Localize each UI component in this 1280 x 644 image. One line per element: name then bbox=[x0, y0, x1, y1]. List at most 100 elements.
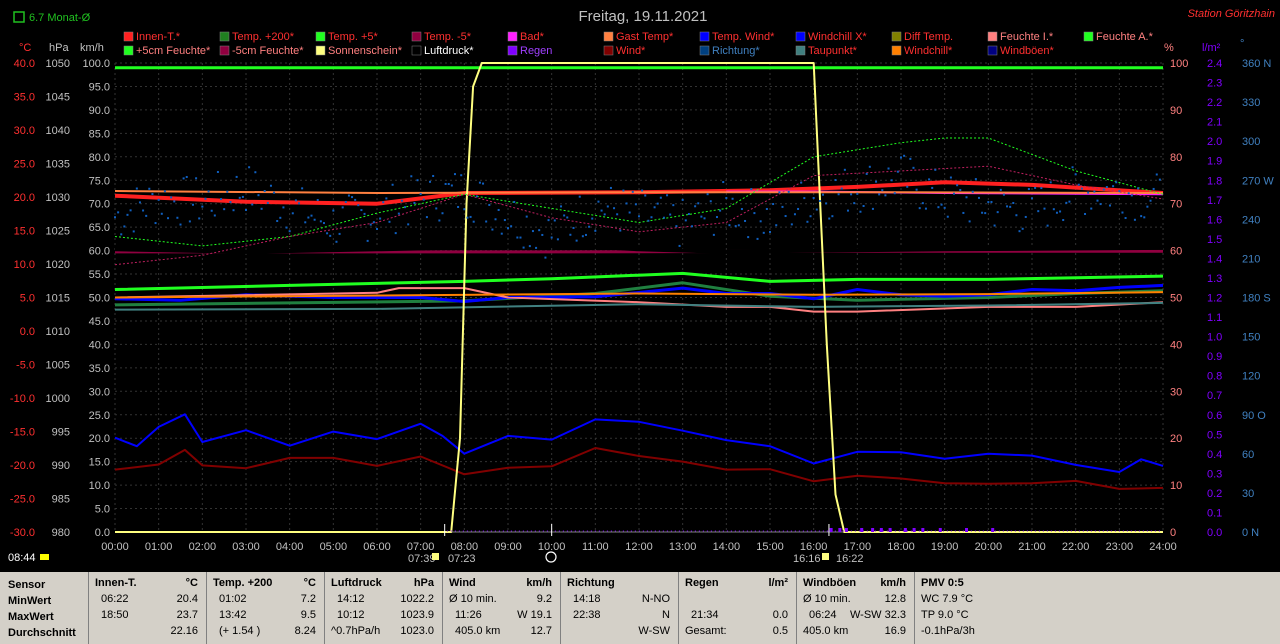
direction-point bbox=[407, 223, 410, 226]
direction-point bbox=[488, 203, 491, 206]
direction-point bbox=[1105, 186, 1108, 189]
direction-point bbox=[1087, 191, 1090, 194]
direction-point bbox=[123, 225, 126, 228]
legend-swatch bbox=[219, 45, 230, 56]
direction-point bbox=[1108, 204, 1111, 207]
legend-swatch bbox=[891, 45, 902, 56]
direction-point bbox=[1133, 218, 1136, 221]
direction-point bbox=[307, 216, 310, 219]
x-axis-tick: 11:00 bbox=[582, 541, 609, 553]
direction-point bbox=[793, 213, 796, 216]
direction-point bbox=[1102, 188, 1105, 191]
legend-label: Regen bbox=[520, 45, 552, 57]
direction-point bbox=[185, 175, 188, 178]
direction-point bbox=[1046, 224, 1049, 227]
direction-point bbox=[450, 184, 453, 187]
direction-point bbox=[1002, 193, 1005, 196]
rain-event-marker bbox=[838, 528, 842, 532]
direction-point bbox=[173, 200, 176, 203]
speed-axis-tick: 95.0 bbox=[89, 81, 110, 93]
stats-gusts-max-time: 06:24 bbox=[809, 609, 837, 621]
legend-item: Windböen* bbox=[987, 45, 1055, 57]
direction-point bbox=[195, 177, 198, 180]
direction-point bbox=[828, 217, 831, 220]
legend-label: Feuchte A.* bbox=[1096, 31, 1154, 43]
legend-swatch bbox=[795, 45, 806, 56]
direction-axis-tick: 120 bbox=[1242, 371, 1260, 383]
stats-col-pressure: Luftdruck hPa 14:12 1022.2 10:12 1023.9 … bbox=[324, 572, 442, 644]
speed-axis-tick: 60.0 bbox=[89, 246, 110, 258]
temp-axis-tick: -25.0 bbox=[10, 494, 35, 506]
direction-point bbox=[254, 171, 257, 174]
pressure-axis-tick: 1040 bbox=[46, 125, 70, 137]
legend-label: Gast Temp* bbox=[616, 31, 674, 43]
direction-point bbox=[915, 188, 918, 191]
rain-axis-tick: 1.1 bbox=[1207, 312, 1222, 324]
direction-point bbox=[706, 193, 709, 196]
rain-axis-tick: 2.2 bbox=[1207, 97, 1222, 109]
direction-point bbox=[1146, 205, 1149, 208]
direction-point bbox=[1140, 215, 1143, 218]
direction-point bbox=[672, 204, 675, 207]
direction-point bbox=[563, 214, 566, 217]
direction-point bbox=[1096, 199, 1099, 202]
direction-point bbox=[806, 220, 809, 223]
direction-point bbox=[818, 199, 821, 202]
direction-point bbox=[728, 224, 731, 227]
direction-point bbox=[750, 188, 753, 191]
unit-degree: ° bbox=[1240, 38, 1244, 50]
stats-gusts-max-val: W-SW 32.3 bbox=[849, 609, 906, 621]
stats-pressure-unit: hPa bbox=[413, 577, 434, 589]
direction-point bbox=[825, 202, 828, 205]
direction-point bbox=[981, 211, 984, 214]
direction-point bbox=[525, 215, 528, 218]
stats-label-avg: Durchschnitt bbox=[8, 627, 76, 639]
stats-temp200-max-val: 9.5 bbox=[300, 609, 316, 621]
direction-point bbox=[1124, 217, 1127, 220]
speed-axis-tick: 40.0 bbox=[89, 339, 110, 351]
direction-point bbox=[812, 196, 815, 199]
sunrise-end-time: 07:23 bbox=[448, 553, 476, 565]
stats-rain-unit: l/m² bbox=[768, 577, 788, 589]
direction-point bbox=[391, 183, 394, 186]
current-time-marker bbox=[545, 551, 557, 563]
speed-axis-tick: 45.0 bbox=[89, 316, 110, 328]
stats-temp200-min-time: 01:02 bbox=[219, 593, 247, 605]
direction-point bbox=[659, 196, 662, 199]
legend-label: Temp. +200* bbox=[232, 31, 295, 43]
rain-axis-tick: 1.8 bbox=[1207, 175, 1222, 187]
direction-point bbox=[510, 225, 513, 228]
direction-point bbox=[238, 196, 241, 199]
direction-point bbox=[379, 217, 382, 220]
direction-point bbox=[316, 199, 319, 202]
speed-axis-tick: 80.0 bbox=[89, 152, 110, 164]
direction-point bbox=[429, 180, 432, 183]
direction-point bbox=[931, 186, 934, 189]
speed-axis-tick: 30.0 bbox=[89, 386, 110, 398]
x-axis-tick: 16:00 bbox=[800, 541, 828, 553]
direction-point bbox=[971, 190, 974, 193]
direction-point bbox=[625, 202, 628, 205]
stats-col-innen: Innen-T. °C 06:22 20.4 18:50 23.7 22.16 bbox=[88, 572, 206, 644]
direction-point bbox=[953, 192, 956, 195]
direction-point bbox=[697, 202, 700, 205]
sunset-time: 16:16 bbox=[793, 553, 821, 565]
rain-event-marker bbox=[860, 528, 864, 532]
direction-point bbox=[943, 206, 946, 209]
direction-point bbox=[441, 212, 444, 215]
direction-point bbox=[1137, 187, 1140, 190]
x-axis-tick: 21:00 bbox=[1018, 541, 1046, 553]
legend-swatch bbox=[411, 31, 422, 42]
direction-point bbox=[154, 222, 157, 225]
direction-point bbox=[482, 182, 485, 185]
legend-label: Diff Temp. bbox=[904, 31, 953, 43]
series-line bbox=[115, 62, 1163, 533]
direction-point bbox=[366, 239, 369, 242]
direction-point bbox=[703, 217, 706, 220]
direction-point bbox=[535, 246, 538, 249]
direction-point bbox=[1024, 215, 1027, 218]
legend-label: Temp. -5* bbox=[424, 31, 472, 43]
direction-point bbox=[475, 195, 478, 198]
direction-point bbox=[762, 231, 765, 234]
direction-point bbox=[965, 196, 968, 199]
